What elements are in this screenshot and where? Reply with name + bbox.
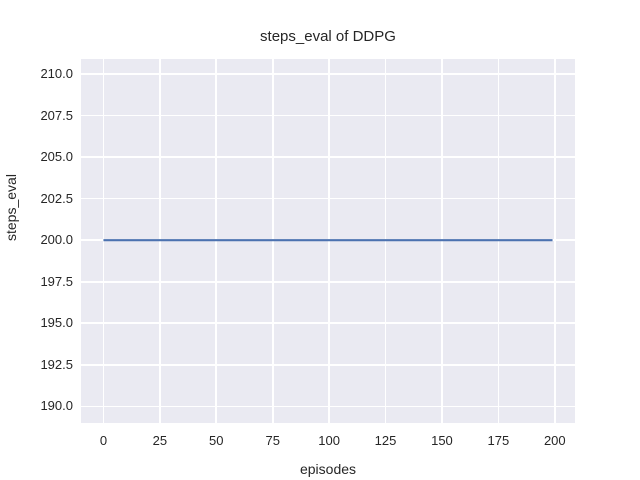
x-tick-label: 50 [209, 433, 224, 448]
x-tick-label: 200 [543, 433, 566, 448]
y-tick-label: 197.5 [40, 273, 73, 289]
y-gridline [81, 405, 575, 408]
y-tick-label: 207.5 [40, 107, 73, 123]
x-tick-label: 0 [99, 433, 108, 448]
y-tick-label: 200.0 [40, 232, 73, 248]
x-tick-label: 125 [374, 433, 397, 448]
y-tick-label: 195.0 [40, 315, 73, 331]
y-gridline [81, 363, 575, 366]
chart-title: steps_eval of DDPG [260, 28, 396, 45]
y-tick-label: 210.0 [40, 65, 73, 81]
y-gridline [81, 197, 575, 200]
y-tick-label: 202.5 [40, 190, 73, 206]
y-gridline [81, 280, 575, 283]
y-gridline [81, 114, 575, 117]
x-gridline [553, 59, 556, 423]
y-gridline [81, 73, 575, 75]
x-axis-label: episodes [299, 461, 357, 477]
x-tick-label: 25 [152, 433, 168, 448]
y-gridline [81, 156, 575, 158]
x-tick-label: 175 [487, 433, 510, 448]
x-tick-label: 150 [431, 433, 453, 448]
y-tick-label: 192.5 [40, 356, 73, 372]
y-tick-label: 205.0 [40, 149, 73, 165]
x-tick-label: 100 [318, 433, 340, 448]
x-gridline [102, 59, 105, 423]
y-tick-label: 190.0 [40, 398, 73, 414]
y-gridline [81, 322, 575, 325]
series-layer [103, 239, 553, 242]
plot-area [81, 59, 575, 423]
x-tick-label: 75 [265, 433, 280, 448]
